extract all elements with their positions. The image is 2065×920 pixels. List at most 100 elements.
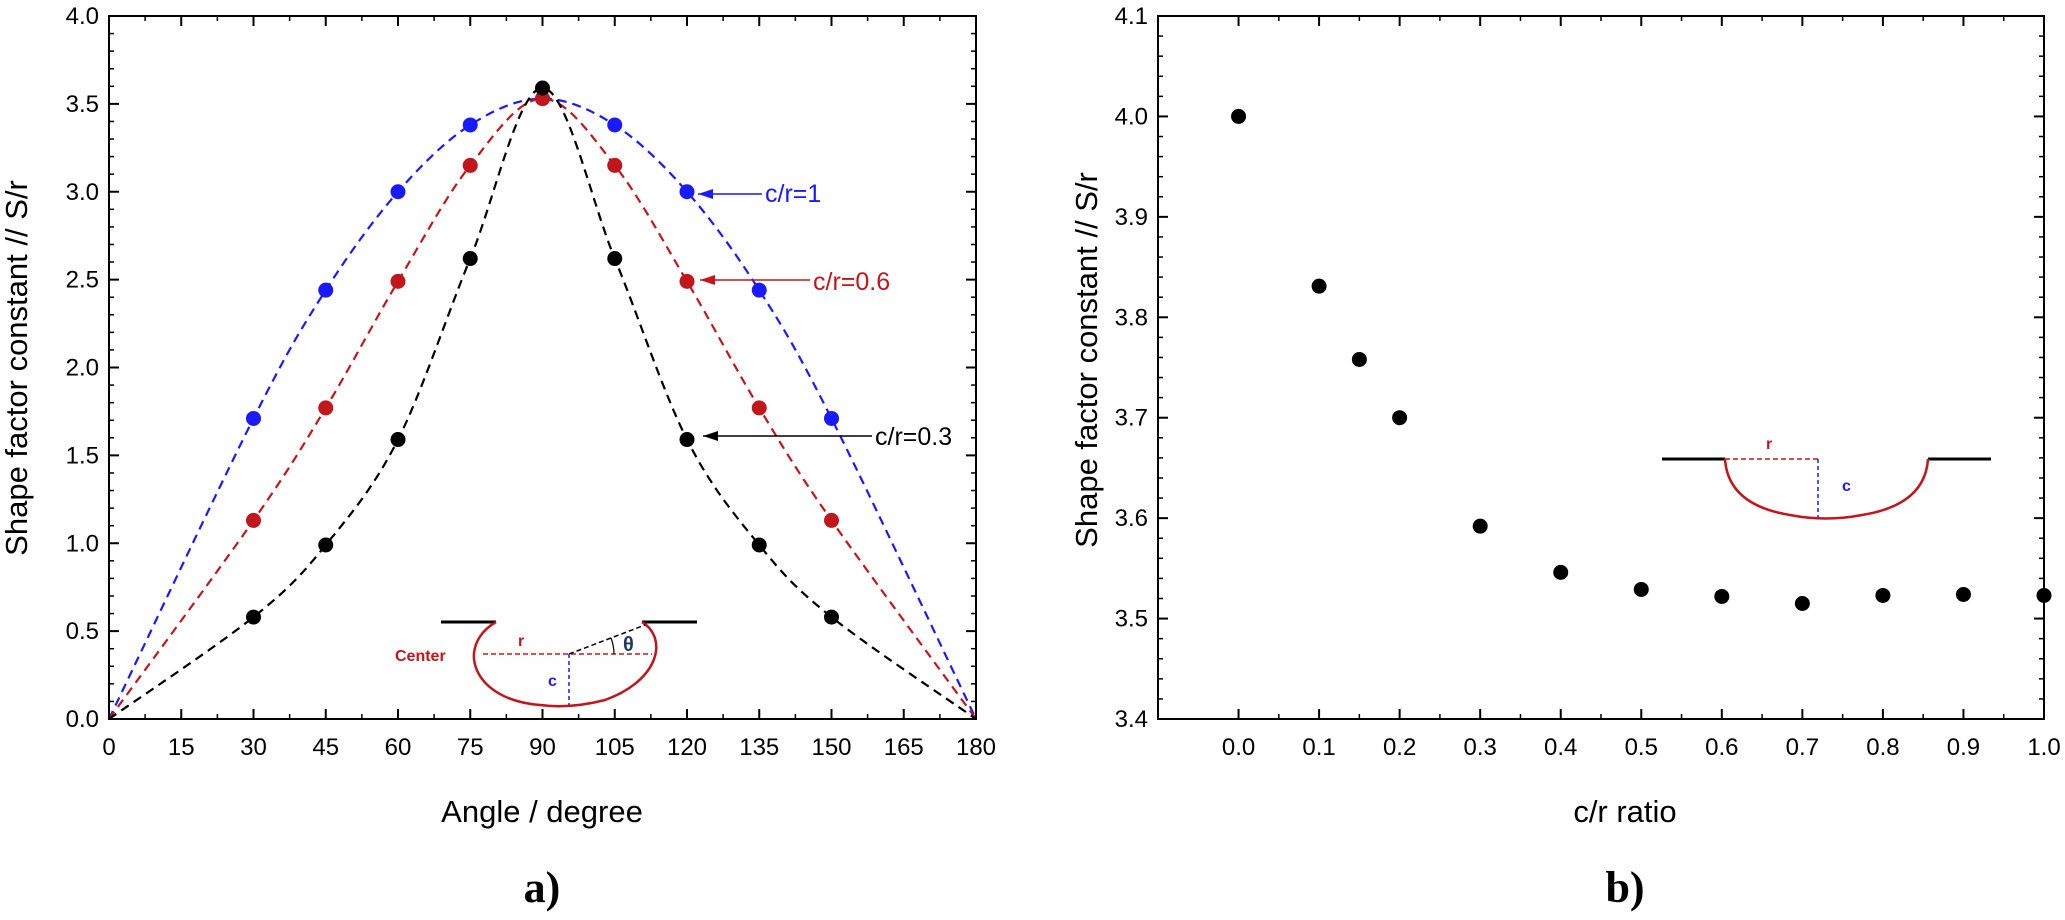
panel-a-x-tick-label: 90	[529, 734, 556, 761]
panel-b-x-tick-label: 0.7	[1786, 734, 1819, 761]
panel-a-y-tick-label: 4.0	[66, 3, 99, 30]
inset-a-angle-arc	[610, 637, 615, 655]
panel-a-y-tick-label: 1.0	[66, 530, 99, 557]
panel-b-x-tick-label: 0.1	[1302, 734, 1335, 761]
panel-b-points	[1231, 108, 2052, 612]
panel-a-x-tick-label: 150	[811, 734, 851, 761]
panel-a-point-s1-6	[679, 273, 695, 289]
panel-a-point-s2-6	[679, 432, 695, 448]
panel-b-frame	[1157, 15, 2045, 720]
panel-b-y-tick-label: 3.9	[1115, 204, 1148, 231]
panel-a-fit-curve-2	[108, 86, 977, 720]
panel-a-point-s1-3	[462, 157, 478, 173]
panel-b-y-axis-label: Shape factor constant // S/r	[1069, 172, 1104, 548]
panel-a-y-axis-label: Shape factor constant // S/r	[0, 180, 34, 556]
inset-a-arc	[472, 620, 658, 708]
arrowhead-c-r-0.6	[700, 275, 715, 285]
panel-b-label: b)	[1605, 863, 1644, 912]
panel-a-point-s2-7	[751, 537, 767, 553]
panel-b-point-s0-2	[1351, 351, 1367, 367]
panel-a-point-s2-3	[462, 251, 478, 267]
panel-a-point-s2-5	[607, 251, 623, 267]
panel-b-x-tick-label: 0.0	[1222, 734, 1255, 761]
panel-b-y-tick-label: 3.7	[1115, 405, 1148, 432]
panel-b-point-s0-9	[1875, 587, 1891, 603]
inset-b-arc	[1723, 458, 1930, 520]
panel-a-point-s2-8	[824, 609, 839, 625]
panel-b-point-s0-1	[1311, 278, 1327, 294]
panel-b-point-s0-4	[1472, 518, 1488, 534]
panel-b-x-axis-label: c/r ratio	[1573, 794, 1676, 829]
arrowhead-c-r-0.3	[703, 431, 718, 441]
panel-a-x-tick-label: 120	[667, 734, 707, 761]
panel-b-x-tick-label: 0.2	[1383, 734, 1416, 761]
panel-a-point-s0-6	[679, 184, 695, 200]
panel-a-point-s1-7	[751, 400, 767, 416]
panel-a-point-s2-0	[246, 609, 261, 625]
panel-a-point-s0-7	[751, 282, 767, 298]
panel-a-points	[246, 80, 839, 625]
panel-b-y-tick-label: 3.8	[1115, 304, 1148, 331]
panel-a-y-tick-label: 0.5	[66, 618, 99, 645]
panel-a-frame	[108, 15, 977, 720]
panel-a-point-s2-1	[318, 537, 334, 553]
panel-b-point-s0-5	[1553, 564, 1569, 580]
panel-a-x-tick-label: 45	[312, 734, 339, 761]
panel-a-x-tick-label: 135	[739, 734, 779, 761]
panel-a-x-axis-label: Angle / degree	[441, 794, 643, 829]
inset-a-r-label: r	[518, 633, 524, 650]
label-c-r-0.6: c/r=0.6	[813, 268, 890, 296]
label-c-r-1: c/r=1	[765, 180, 821, 208]
panel-a-point-s1-5	[607, 157, 623, 173]
panel-b: 0.0 0.1 0.2 0.3 0.4 0.5 0.6 0.7 0.8 0.9 1.0 3.4 3.5 3…	[1069, 3, 2061, 912]
panel-b-x-tick-label: 0.6	[1705, 734, 1738, 761]
panel-b-x-tick-label: 0.8	[1866, 734, 1899, 761]
panel-a-point-s1-2	[390, 273, 406, 289]
panel-a-y-tick-label: 2.5	[66, 267, 99, 294]
panel-b-x-tick-label: 0.3	[1463, 734, 1496, 761]
panel-a-x-tick-label: 180	[956, 734, 996, 761]
panel-a-y-tick-label: 0.0	[66, 706, 99, 733]
panel-b-y-tick-label: 4.0	[1115, 103, 1148, 130]
inset-a-theta-label: θ	[623, 634, 634, 656]
panel-a-x-tick-label: 60	[385, 734, 412, 761]
panel-a-point-s0-3	[462, 117, 478, 133]
inset-b-c-label: c	[1842, 478, 1851, 495]
arrowhead-c-r-1	[698, 189, 713, 199]
panel-a-point-s2-4	[535, 80, 550, 96]
panel-a-y-tick-label: 3.5	[66, 91, 99, 118]
panel-a-point-s1-1	[318, 400, 334, 416]
panel-a-y-tick-label: 2.0	[66, 355, 99, 382]
panel-b-inset-schematic: r c	[1662, 436, 1991, 520]
panel-a-point-s1-8	[824, 512, 839, 528]
inset-a-center-label: Center	[395, 648, 446, 665]
panel-a-point-s0-8	[824, 410, 839, 426]
panel-a-x-tick-label: 15	[168, 734, 195, 761]
panel-a-label: a)	[524, 863, 561, 912]
panel-a: 0 15 30 45 60 75 90 105 120 135 150 165 180 0.0 0.5 1.0…	[0, 3, 996, 912]
label-c-r-0.3: c/r=0.3	[875, 423, 952, 451]
panel-a-point-s0-2	[390, 184, 406, 200]
panel-b-point-s0-8	[1794, 596, 1810, 612]
panel-a-fit-curve-0	[108, 97, 977, 720]
panel-a-y-tick-label: 3.0	[66, 179, 99, 206]
panel-a-point-s0-1	[318, 282, 334, 298]
panel-b-ticks: 0.0 0.1 0.2 0.3 0.4 0.5 0.6 0.7 0.8 0.9 1.0 3.4 3.5 3…	[1115, 3, 2061, 761]
panel-b-x-tick-label: 0.5	[1625, 734, 1658, 761]
panel-a-fit-curve-1	[108, 97, 977, 720]
panel-b-y-tick-label: 3.6	[1115, 505, 1148, 532]
panel-b-point-s0-7	[1714, 588, 1730, 604]
panel-a-x-tick-label: 75	[457, 734, 484, 761]
panel-b-y-tick-label: 3.4	[1115, 706, 1148, 733]
panel-a-fit-curves	[108, 86, 977, 720]
panel-b-y-tick-label: 3.5	[1115, 606, 1148, 633]
inset-b-r-label: r	[1766, 436, 1772, 453]
panel-b-x-tick-label: 0.4	[1544, 734, 1577, 761]
panel-b-point-s0-0	[1231, 108, 1247, 124]
panel-a-point-s0-0	[246, 410, 261, 426]
panel-a-ticks: 0 15 30 45 60 75 90 105 120 135 150 165 180 0.0 0.5 1.0…	[66, 3, 996, 761]
panel-a-point-s1-4	[535, 91, 550, 107]
panel-a-point-s0-5	[607, 117, 623, 133]
panel-a-x-tick-label: 30	[240, 734, 267, 761]
